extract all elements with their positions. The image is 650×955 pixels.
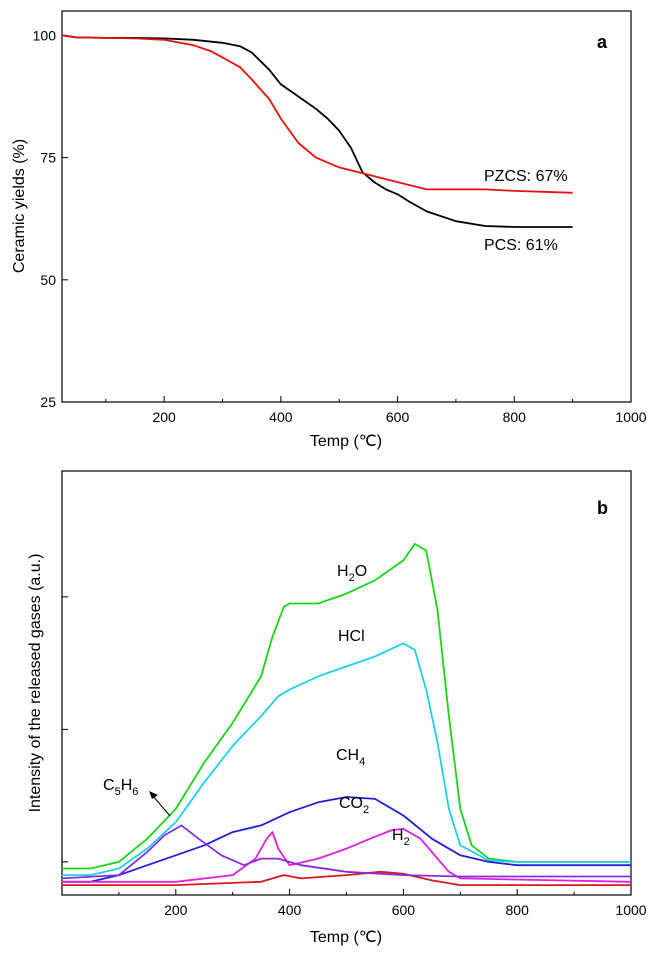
x-tick-label: 200	[164, 902, 188, 918]
series-label-hcl: HCl	[338, 628, 365, 645]
x-tick-label: 1000	[615, 902, 646, 918]
annotation-pcs: PCS: 61%	[484, 237, 558, 254]
y-ticks	[62, 597, 68, 862]
x-axis-label: Temp (℃)	[310, 433, 382, 450]
series-line-co2	[62, 829, 631, 882]
panel-a: 200 400 600 800 1000 25 50 75 100 a Temp (℃) Ce…	[11, 11, 647, 450]
x-tick-label: 1000	[615, 409, 646, 425]
x-axis-label: Temp (℃)	[310, 929, 382, 946]
series-line-c5h6	[62, 825, 631, 878]
series-line-pcs	[62, 35, 573, 227]
series-line-h2	[62, 872, 631, 885]
series-group	[62, 544, 631, 885]
y-tick-label: 100	[33, 27, 57, 43]
y-ticks: 25 50 75 100	[33, 27, 68, 410]
y-axis-label: Ceramic yields (%)	[11, 139, 28, 273]
c5h6-pointer-arrow	[149, 791, 170, 816]
x-tick-label: 400	[278, 902, 302, 918]
panel-b: 200 400 600 800 1000 b Temp (℃) Intensity of…	[27, 471, 647, 946]
x-ticks: 200 400 600 800 1000	[119, 889, 647, 918]
y-tick-label: 75	[40, 150, 56, 166]
series-label-c5h6: C5H6	[103, 777, 138, 798]
series-line-h2o	[62, 544, 631, 869]
series-label-ch4: CH4	[336, 747, 365, 768]
panel-label: a	[597, 32, 608, 52]
annotation-pzcs: PZCS: 67%	[484, 168, 568, 185]
plot-frame	[62, 471, 631, 895]
x-ticks: 200 400 600 800 1000	[106, 396, 647, 425]
y-tick-label: 50	[40, 272, 56, 288]
x-tick-label: 400	[269, 409, 293, 425]
x-tick-label: 800	[503, 409, 527, 425]
y-axis-label: Intensity of the released gases (a.u.)	[27, 554, 44, 813]
series-group	[62, 35, 573, 227]
panel-label: b	[597, 498, 608, 518]
series-label-h2o: H2O	[337, 563, 367, 584]
x-tick-label: 200	[152, 409, 176, 425]
y-tick-label: 25	[40, 394, 56, 410]
x-tick-label: 600	[392, 902, 416, 918]
x-tick-label: 600	[386, 409, 410, 425]
x-tick-label: 800	[506, 902, 530, 918]
plot-frame	[62, 11, 631, 402]
